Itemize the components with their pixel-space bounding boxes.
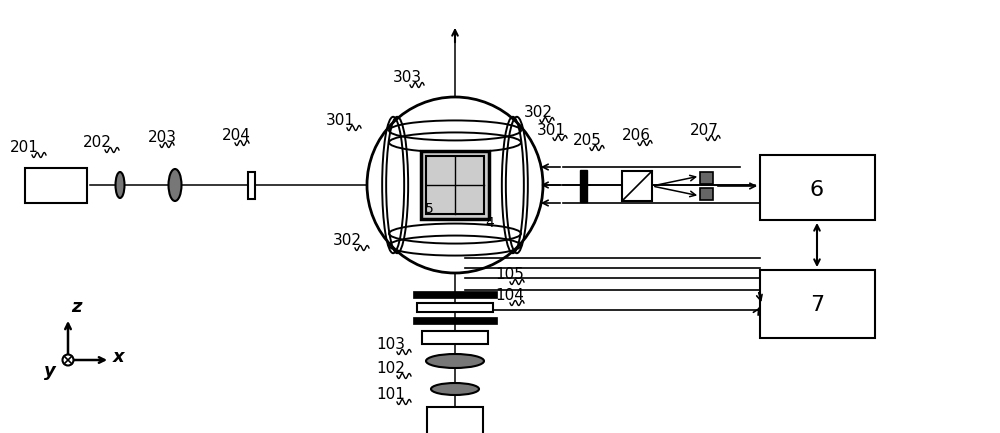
Text: 103: 103 [376,337,405,352]
Bar [417,303,493,312]
Circle shape [367,97,543,273]
Text: 301: 301 [537,123,566,138]
Bar [760,270,875,338]
Bar [760,155,875,220]
Text: 101: 101 [376,387,405,402]
Text: 203: 203 [148,130,177,145]
Bar [248,172,255,199]
Bar [700,172,713,184]
Text: 202: 202 [83,135,112,150]
Ellipse shape [426,354,484,368]
Text: 102: 102 [376,361,405,376]
Ellipse shape [116,172,124,198]
Text: 303: 303 [393,70,422,85]
Bar [426,156,484,214]
Text: 105: 105 [495,267,524,282]
Bar [622,171,652,201]
Text: 5: 5 [425,202,434,216]
Text: 201: 201 [10,140,39,155]
Text: 104: 104 [495,288,524,303]
Text: 302: 302 [524,105,553,120]
Text: 204: 204 [222,128,251,143]
Circle shape [62,355,74,365]
Ellipse shape [168,169,182,201]
Bar [422,331,488,344]
Text: x: x [113,348,125,366]
Text: 302: 302 [333,233,362,248]
Text: 205: 205 [573,133,602,148]
Bar [421,151,489,219]
Bar [413,291,497,298]
Ellipse shape [431,383,479,395]
Text: 301: 301 [326,113,355,128]
Bar [25,168,87,203]
Bar [700,188,713,200]
Text: 6: 6 [810,180,824,200]
Text: 7: 7 [810,295,824,315]
Text: 207: 207 [690,123,719,138]
Text: z: z [71,298,82,316]
Text: 4: 4 [485,216,494,230]
Text: y: y [44,362,56,380]
Bar [580,170,587,202]
Bar [427,407,483,433]
Bar [413,317,497,324]
Text: 206: 206 [622,128,651,143]
